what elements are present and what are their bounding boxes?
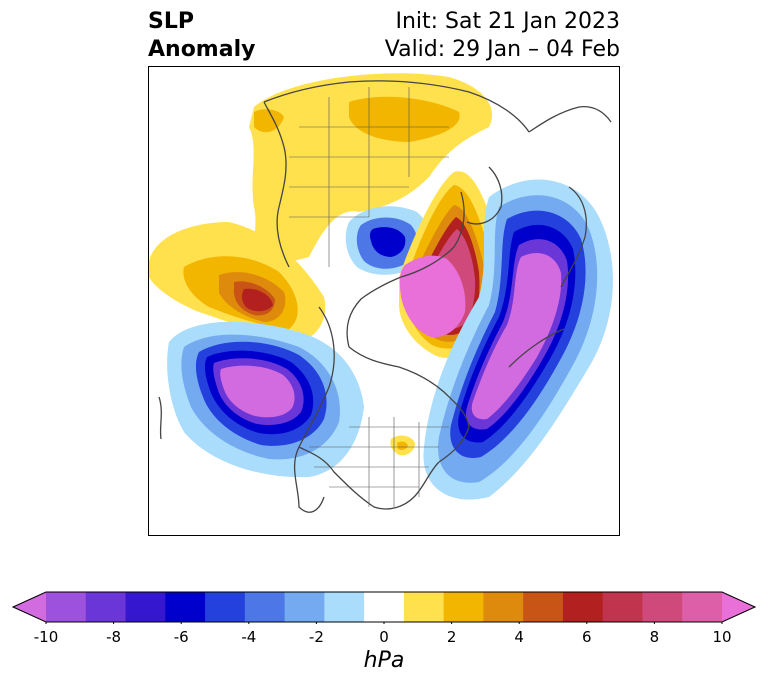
anomaly-great-lakes-positive-core xyxy=(397,441,408,450)
colorbar-cell xyxy=(324,592,365,622)
colorbar-tick-label: -8 xyxy=(106,628,122,646)
colorbar-cell xyxy=(682,592,723,622)
colorbar-extend-low xyxy=(13,592,46,622)
colorbar-cell xyxy=(85,592,127,622)
colorbar-tick-label: -10 xyxy=(33,628,59,646)
borders xyxy=(289,87,449,507)
colorbar-cell xyxy=(602,592,643,622)
colorbar xyxy=(12,591,756,624)
anomaly-atlantic-negative-core xyxy=(471,252,562,420)
colorbar-cell xyxy=(364,592,405,622)
colorbar-tick-label: -2 xyxy=(308,628,324,646)
chart-title: SLP Anomaly xyxy=(148,8,255,64)
colorbar-cell xyxy=(403,592,445,622)
colorbar-cell xyxy=(244,592,286,622)
colorbar-tick-label: 8 xyxy=(649,628,660,646)
colorbar-cell xyxy=(165,592,206,622)
valid-date: Valid: 29 Jan – 04 Feb xyxy=(384,37,620,62)
coastlines xyxy=(158,80,612,513)
colorbar-tick-label: 4 xyxy=(514,628,524,646)
colorbar-cell xyxy=(205,592,246,622)
anomaly-greenland-positive-core xyxy=(399,255,466,338)
init-date: Init: Sat 21 Jan 2023 xyxy=(395,9,620,34)
colorbar-tick-label: 6 xyxy=(582,628,592,646)
title-line1: SLP xyxy=(148,9,194,34)
colorbar-cell xyxy=(483,592,524,622)
map-canvas xyxy=(149,73,613,513)
colorbar-cell xyxy=(562,592,604,622)
colorbar-cell xyxy=(125,592,166,622)
anomaly-gulf-alaska-negative-core xyxy=(220,365,295,418)
title-line2: Anomaly xyxy=(148,37,256,62)
colorbar-tick-label: -4 xyxy=(241,628,257,646)
colorbar-tick-label: 10 xyxy=(712,628,732,646)
anomaly-barents-negative-core xyxy=(369,227,406,257)
colorbar-cell xyxy=(523,592,564,622)
colorbar-extend-high xyxy=(722,592,755,622)
anomaly-pacific-positive-core xyxy=(241,288,273,312)
colorbar-cell xyxy=(284,592,325,622)
colorbar-cell xyxy=(443,592,484,622)
colorbar-unit-label: hPa xyxy=(363,648,405,673)
slp-anomaly-map xyxy=(148,66,620,536)
anomaly-eurasia-positive-core xyxy=(349,96,460,142)
colorbar-tick-label: 0 xyxy=(379,628,389,646)
colorbar-cell xyxy=(46,592,87,622)
colorbar-tick-label: 2 xyxy=(446,628,457,646)
colorbar-cell xyxy=(642,592,683,622)
chart-subtitle: Init: Sat 21 Jan 2023 Valid: 29 Jan – 04… xyxy=(385,8,620,64)
colorbar-tick-label: -6 xyxy=(173,628,189,646)
